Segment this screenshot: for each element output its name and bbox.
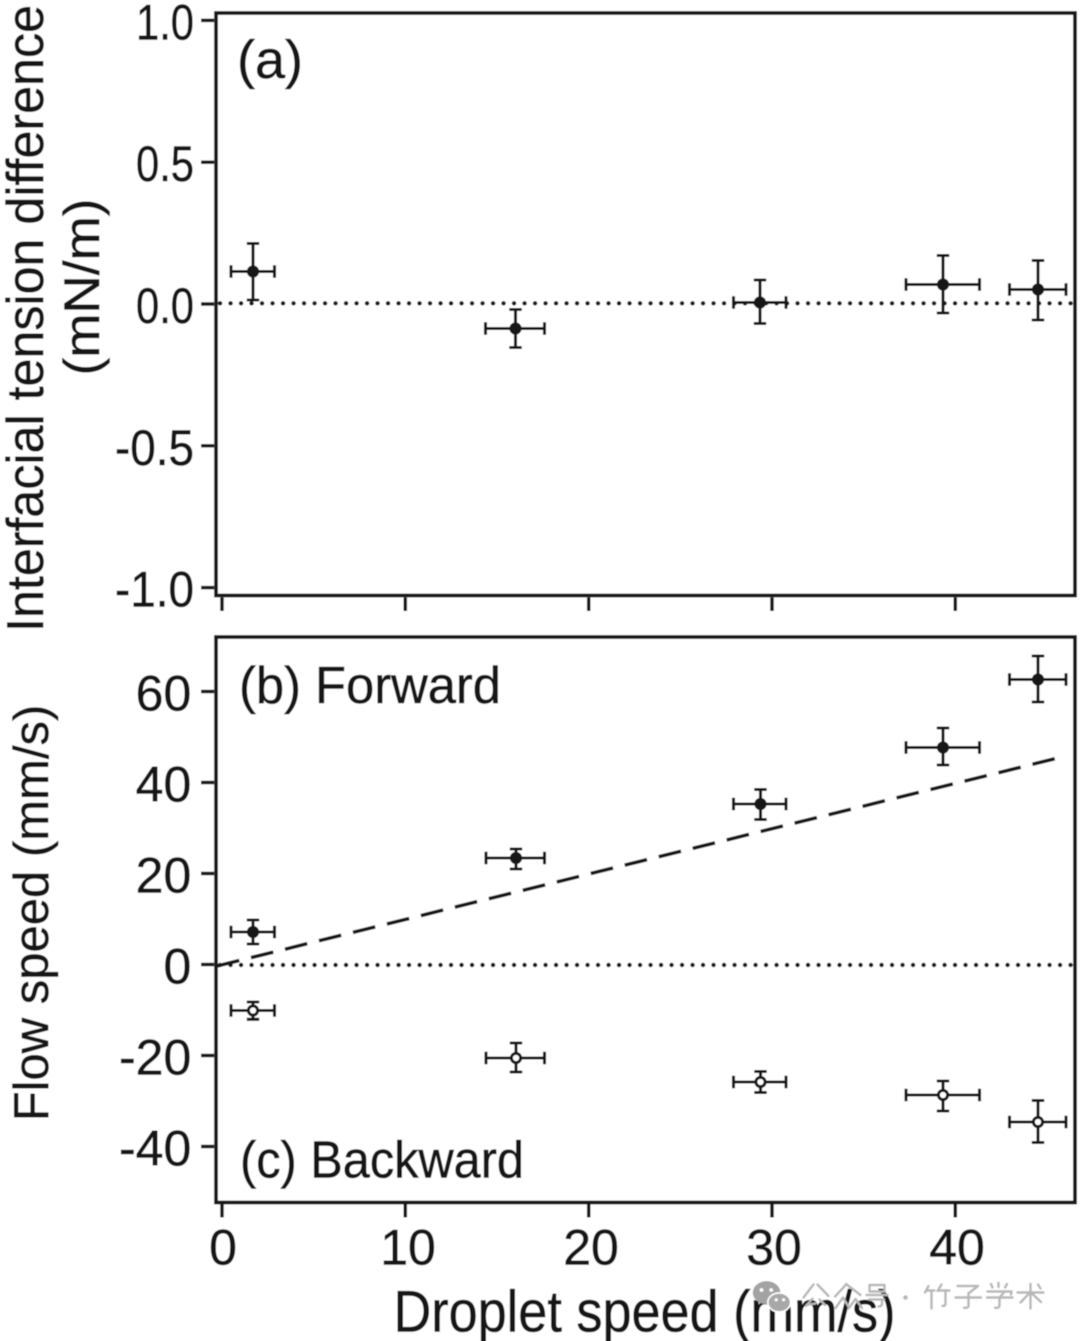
svg-text:0.0: 0.0: [136, 278, 194, 334]
svg-text:0: 0: [209, 1220, 237, 1276]
svg-text:10: 10: [380, 1220, 436, 1276]
svg-text:1.0: 1.0: [136, 0, 194, 50]
svg-text:0.5: 0.5: [136, 136, 194, 192]
svg-text:-0.5: -0.5: [115, 420, 194, 476]
svg-text:20: 20: [136, 848, 192, 904]
svg-text:30: 30: [746, 1220, 802, 1276]
svg-text:40: 40: [136, 757, 192, 813]
svg-text:(c) Backward: (c) Backward: [240, 1132, 524, 1190]
svg-text:40: 40: [929, 1220, 985, 1276]
svg-text:-20: -20: [119, 1030, 191, 1086]
svg-text:Droplet speed (mm/s): Droplet speed (mm/s): [394, 1280, 896, 1341]
svg-text:Interfacial tension difference: Interfacial tension difference: [0, 5, 55, 632]
svg-text:(b) Forward: (b) Forward: [239, 657, 501, 715]
svg-text:-1.0: -1.0: [115, 562, 194, 618]
svg-text:20: 20: [563, 1220, 619, 1276]
svg-text:(a): (a): [237, 30, 303, 90]
svg-text:(mN/m): (mN/m): [54, 199, 110, 376]
svg-text:60: 60: [136, 666, 192, 722]
svg-text:Flow speed (mm/s): Flow speed (mm/s): [5, 705, 59, 1122]
svg-text:-40: -40: [119, 1121, 191, 1177]
svg-text:0: 0: [163, 939, 191, 995]
